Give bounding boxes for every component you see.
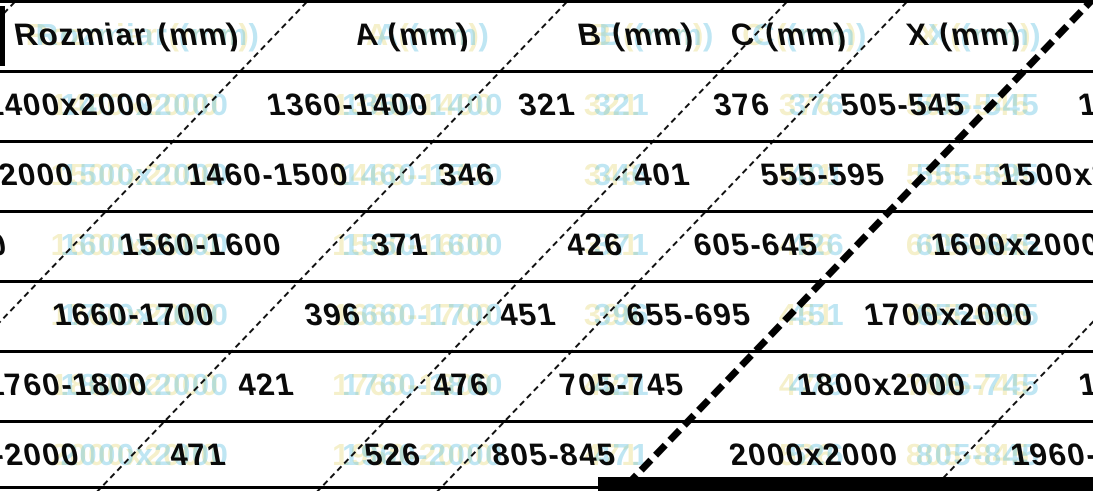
table-cell: 1700x2000 bbox=[861, 297, 1037, 332]
table-cell: 1660-1700 bbox=[49, 297, 218, 332]
table-cell: 1600x2000 bbox=[928, 227, 1093, 262]
table-cell: 1400x2000 bbox=[1075, 87, 1093, 122]
table-cell: 1400x2000 bbox=[0, 87, 158, 122]
table-cell-ghost: 1500x2000 bbox=[60, 157, 230, 192]
table-cell-ghost: 371 bbox=[593, 227, 651, 262]
row-separator-line bbox=[0, 280, 1093, 283]
table-cell-ghost: 2000x2000 bbox=[60, 437, 230, 472]
table-cell-ghost: 1800x2000 bbox=[60, 367, 230, 402]
table-cell-ghost: 401 bbox=[788, 157, 846, 192]
table-cell-ghost: 1360-1400 bbox=[342, 87, 504, 122]
table-cell-ghost: 526 bbox=[788, 437, 846, 472]
table-cell: 1800x2000 bbox=[794, 367, 970, 402]
row-separator-line bbox=[0, 70, 1093, 73]
table-cell-ghost: 451 bbox=[788, 297, 846, 332]
table-cell-ghost: 1700x2000 bbox=[60, 297, 230, 332]
table-cell-ghost: 655-695 bbox=[915, 297, 1041, 332]
table-cell-ghost: 426 bbox=[788, 227, 846, 262]
table-cell: 451 bbox=[496, 297, 560, 332]
row-separator-line bbox=[0, 210, 1093, 213]
header-cell-ghost: B (mm) bbox=[599, 17, 715, 52]
table-cell-ghost: 505-545 bbox=[915, 87, 1041, 122]
table-cell-ghost: 1460-1500 bbox=[342, 157, 504, 192]
table-cell-ghost: 1600x2000 bbox=[60, 227, 230, 262]
table-cell: 1500x2000 bbox=[0, 157, 78, 192]
header-cell-ghost: X (mm) bbox=[927, 17, 1043, 52]
header-cell: A (mm) bbox=[351, 17, 473, 52]
table-cell-ghost: 471 bbox=[593, 437, 651, 472]
table-cell-ghost: 805-845 bbox=[915, 437, 1041, 472]
table-cell-ghost: 1960-2000 bbox=[342, 437, 504, 472]
header-cell: X (mm) bbox=[903, 17, 1025, 52]
table-cell: 705-745 bbox=[556, 367, 688, 402]
table-cell-ghost: 476 bbox=[788, 367, 846, 402]
table-left-border-fragment bbox=[0, 6, 5, 66]
table-cell: 1760-1800 bbox=[0, 367, 151, 402]
table-top-border bbox=[0, 0, 1093, 3]
row-separator-line bbox=[0, 140, 1093, 143]
table-cell: 605-645 bbox=[690, 227, 822, 262]
table-cell: 1760-1800 bbox=[1075, 367, 1093, 402]
row-separator-line bbox=[0, 420, 1093, 423]
table-cell: 1460-1500 bbox=[183, 157, 352, 192]
table-cell: 1500x2000 bbox=[995, 157, 1093, 192]
bottom-right-thick-bar bbox=[598, 477, 1093, 491]
table-cell: 321 bbox=[515, 87, 579, 122]
table-cell: 401 bbox=[630, 157, 694, 192]
table-cell: 555-595 bbox=[757, 157, 889, 192]
table-cell-ghost: 1760-1800 bbox=[342, 367, 504, 402]
table-cell-ghost: 321 bbox=[593, 87, 651, 122]
table-cell-ghost: 1560-1600 bbox=[342, 227, 504, 262]
header-cell: C (mm) bbox=[727, 17, 850, 52]
header-cell: Rozmiar (mm) bbox=[11, 17, 243, 52]
table-cell-ghost: 1400x2000 bbox=[60, 87, 230, 122]
table-cell: 376 bbox=[710, 87, 774, 122]
table-cell-ghost: 396 bbox=[593, 297, 651, 332]
header-cell-ghost: C (mm) bbox=[752, 17, 868, 52]
table-cell-ghost: 605-645 bbox=[915, 227, 1041, 262]
table-cell-ghost: 346 bbox=[593, 157, 651, 192]
table-bottom-border bbox=[0, 486, 1093, 489]
header-cell-ghost: A (mm) bbox=[375, 17, 491, 52]
table-cell-ghost: 1660-1700 bbox=[342, 297, 504, 332]
row-separator-line bbox=[0, 350, 1093, 353]
table-cell: 1360-1400 bbox=[263, 87, 432, 122]
table-cell: 1960-2000 bbox=[0, 437, 83, 472]
table-cell-ghost: 376 bbox=[788, 87, 846, 122]
header-cell-ghost: Rozmiar (mm) bbox=[35, 17, 261, 52]
table-cell-ghost: 421 bbox=[593, 367, 651, 402]
table-cell: 421 bbox=[234, 367, 298, 402]
table-cell-ghost: 705-745 bbox=[915, 367, 1041, 402]
header-cell: B (mm) bbox=[574, 17, 697, 52]
table-cell: 505-545 bbox=[837, 87, 969, 122]
table-cell: 1600x2000 bbox=[0, 227, 11, 262]
table-cell-ghost: 555-595 bbox=[915, 157, 1041, 192]
table-cell: 655-695 bbox=[623, 297, 755, 332]
table-cell: 1560-1600 bbox=[116, 227, 285, 262]
